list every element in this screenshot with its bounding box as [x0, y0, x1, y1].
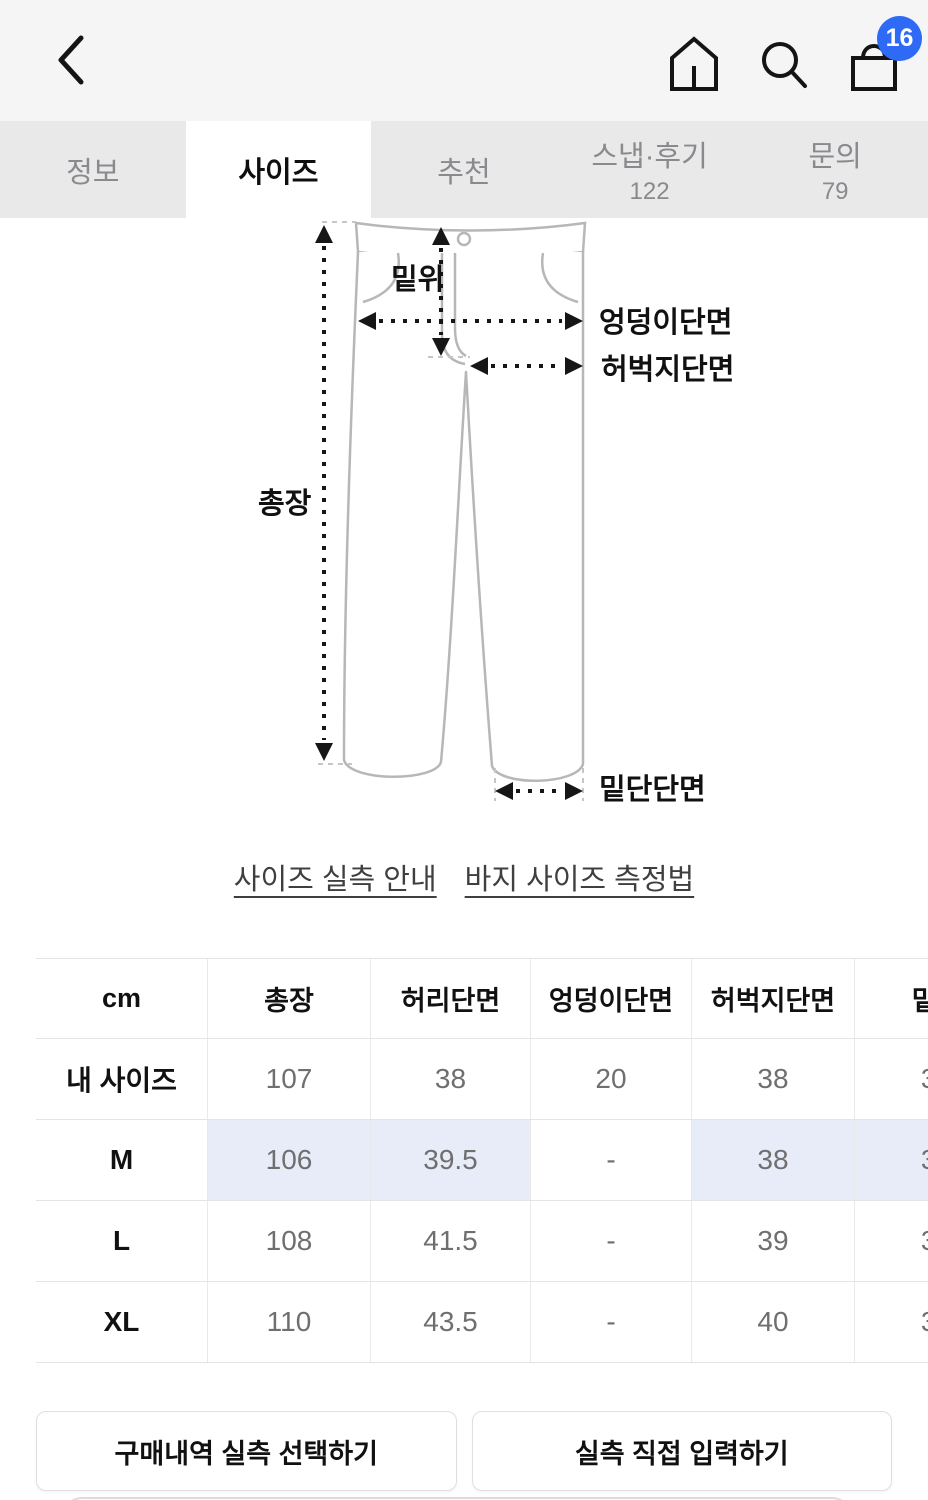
header-cell: 허벅지단면 [692, 959, 855, 1038]
tab-label: 문의 [808, 141, 862, 173]
size-cell: - [531, 1282, 692, 1362]
measurement-arrows [322, 246, 562, 793]
size-cell: 41.5 [371, 1201, 531, 1281]
size-cell: 107 [208, 1039, 371, 1119]
back-chevron-icon [58, 35, 84, 85]
tab-inquiry-count: 79 [821, 178, 849, 205]
size-table-scroll[interactable]: cm총장허리단면엉덩이단면허벅지단면밑위내 사이즈10738203830M106… [36, 958, 928, 1363]
header-cell: cm [36, 959, 208, 1038]
size-cell: 32 [855, 1282, 928, 1362]
tab-inquiry[interactable]: 문의 79 [742, 121, 928, 218]
tab-info[interactable]: 정보 [0, 121, 186, 218]
purchase-history-button[interactable]: 구매내역 실측 선택하기 [36, 1411, 457, 1491]
header-cell: 허리단면 [371, 959, 531, 1038]
action-button-row: 구매내역 실측 선택하기 실측 직접 입력하기 [36, 1411, 892, 1491]
size-cell: 110 [208, 1282, 371, 1362]
pants-measurement-diagram: 총장 밑위 엉덩이단면 허벅지단면 밑단단면 [258, 221, 734, 806]
guide-links-row: 사이즈 실측 안내 바지 사이즈 측정법 [0, 856, 928, 898]
size-row-label: L [36, 1201, 208, 1281]
label-hem: 밑단단면 [599, 773, 706, 806]
arrowheads [315, 225, 583, 800]
label-hip: 엉덩이단면 [599, 306, 732, 339]
size-row-label: XL [36, 1282, 208, 1362]
header-cell: 밑위 [855, 959, 928, 1038]
tab-review-count: 122 [629, 178, 670, 205]
manual-input-button[interactable]: 실측 직접 입력하기 [471, 1411, 892, 1491]
size-row-label: 내 사이즈 [36, 1039, 208, 1119]
diagram-guide-lines [318, 221, 584, 801]
size-cell: 39 [692, 1201, 855, 1281]
size-row[interactable]: 내 사이즈10738203830 [36, 1038, 928, 1119]
size-cell: 38 [692, 1120, 855, 1200]
table-header-row: cm총장허리단면엉덩이단면허벅지단면밑위 [36, 958, 928, 1038]
size-cell: 30 [855, 1120, 928, 1200]
size-cell: 30 [855, 1039, 928, 1119]
size-cell: 38 [371, 1039, 531, 1119]
size-cell: 39.5 [371, 1120, 531, 1200]
cart-button[interactable]: 16 [848, 16, 922, 92]
tab-label: 추천 [437, 156, 491, 189]
cart-badge: 16 [877, 16, 922, 61]
size-table: cm총장허리단면엉덩이단면허벅지단면밑위내 사이즈10738203830M106… [36, 958, 928, 1363]
size-cell: 38 [692, 1039, 855, 1119]
tab-label: 스냅·후기 [591, 141, 708, 173]
search-icon [762, 42, 807, 88]
size-cell: 20 [531, 1039, 692, 1119]
tab-label: 사이즈 [238, 156, 319, 189]
pants-outline [342, 221, 587, 782]
home-icon [670, 36, 718, 91]
search-button[interactable] [758, 28, 810, 92]
size-row-label: M [36, 1120, 208, 1200]
size-cell: - [531, 1201, 692, 1281]
label-total-length: 총장 [258, 487, 312, 520]
back-button[interactable] [40, 24, 104, 96]
size-guide-link[interactable]: 사이즈 실측 안내 [234, 856, 437, 898]
tab-recommend[interactable]: 추천 [371, 121, 557, 218]
tab-label: 정보 [66, 156, 120, 189]
top-bar: 16 [0, 0, 928, 121]
top-bar-actions: 16 [668, 16, 922, 102]
size-cell: - [531, 1120, 692, 1200]
tab-bar: 정보 사이즈 추천 스냅·후기 122 문의 79 [0, 121, 928, 218]
size-cell: 43.5 [371, 1282, 531, 1362]
label-thigh: 허벅지단면 [601, 353, 734, 386]
header-cell: 엉덩이단면 [531, 959, 692, 1038]
size-cell: 106 [208, 1120, 371, 1200]
label-rise: 밑위 [391, 263, 444, 296]
tab-reviews[interactable]: 스냅·후기 122 [557, 121, 743, 218]
tab-size[interactable]: 사이즈 [185, 121, 372, 218]
header-cell: 총장 [208, 959, 371, 1038]
pants-measure-link[interactable]: 바지 사이즈 측정법 [465, 856, 695, 898]
home-button[interactable] [668, 28, 720, 92]
size-cell: 40 [692, 1282, 855, 1362]
size-cell: 108 [208, 1201, 371, 1281]
size-cell: 31 [855, 1201, 928, 1281]
